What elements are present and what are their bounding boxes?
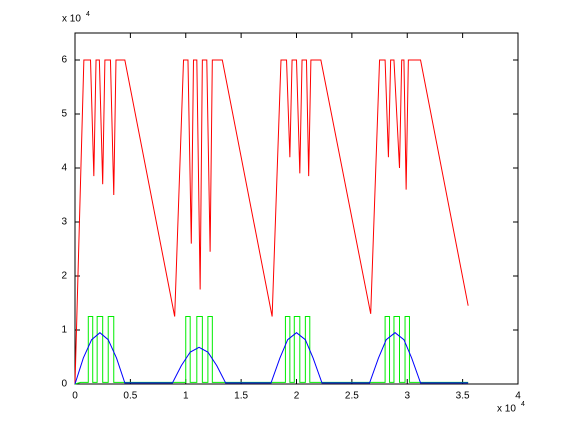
y-tick-label: 6 [61, 55, 67, 66]
x-exponent: 4 [521, 401, 525, 408]
y-tick-label: 3 [61, 217, 67, 228]
y-exponent: 4 [86, 11, 90, 18]
x-tick-label: 3 [404, 391, 410, 402]
y-tick-label: 0 [61, 379, 67, 390]
y-tick-label: 5 [61, 109, 67, 120]
x-multiplier: x 10 [497, 404, 516, 415]
x-tick-label: 1 [183, 391, 189, 402]
x-tick-label: 2.5 [345, 391, 359, 402]
series-line [74, 316, 469, 385]
series-line [74, 332, 469, 385]
x-tick-label: 2 [294, 391, 300, 402]
y-tick-label: 4 [61, 163, 67, 174]
y-tick-label: 1 [61, 325, 67, 336]
y-multiplier: x 10 [62, 14, 81, 25]
x-tick-label: 0.5 [123, 391, 137, 402]
x-tick-label: 1.5 [234, 391, 248, 402]
y-tick-label: 2 [61, 271, 67, 282]
x-tick-label: 3.5 [456, 391, 470, 402]
plot-frame [74, 32, 519, 385]
x-tick-label: 0 [72, 391, 78, 402]
x-tick-label: 4 [515, 391, 521, 402]
series-line [74, 59, 469, 385]
